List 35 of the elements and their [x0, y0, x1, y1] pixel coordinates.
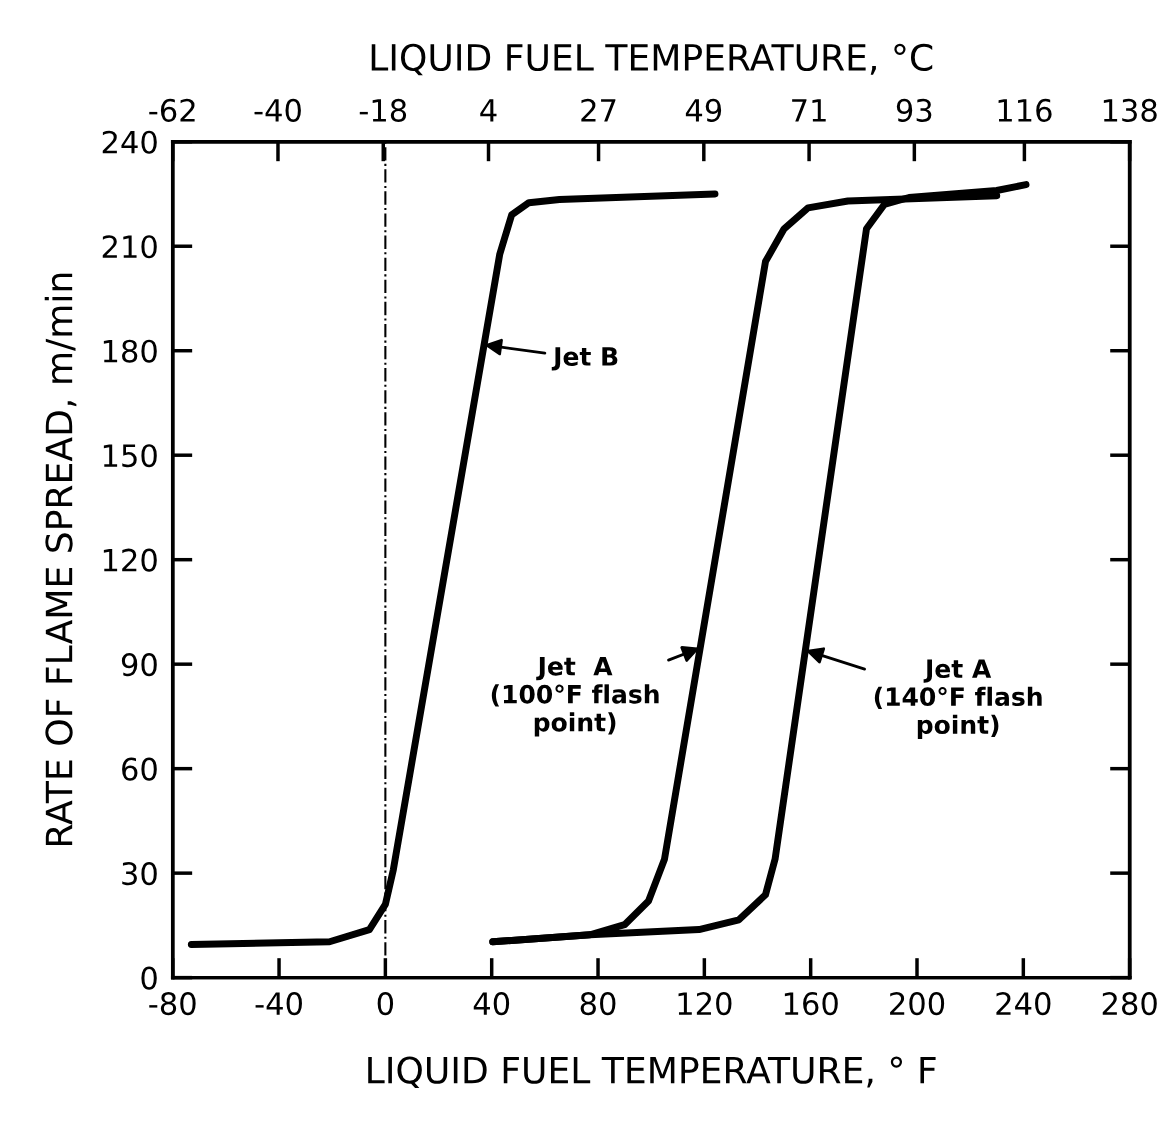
x-tick-label: 160 [784, 992, 838, 1016]
y-axis-title: RATE OF FLAME SPREAD, m/min [44, 273, 77, 846]
x-tick-label: -40 [255, 992, 302, 1016]
chart-title: LIQUID FUEL TEMPERATURE, °C [371, 43, 933, 76]
y-tick-label: 120 [103, 548, 157, 572]
x-tick-label: -80 [149, 992, 196, 1016]
x-tick-label: 120 [678, 992, 732, 1016]
annotation: Jet A (100°F flash point) [491, 657, 659, 737]
x2-tick-label: 116 [998, 98, 1052, 122]
x-tick-label: 40 [473, 992, 510, 1016]
x-tick-label: 0 [377, 992, 394, 1016]
x-tick-label: 80 [580, 992, 616, 1016]
y-tick-label: 210 [102, 235, 157, 259]
x-tick-label: 280 [1102, 992, 1157, 1016]
annotation: Jet A (140°F flash point) [874, 659, 1042, 739]
x2-tick-label: -40 [254, 98, 301, 122]
x2-tick-label: 49 [685, 98, 722, 122]
x2-tick-label: 27 [581, 98, 616, 122]
annotation: Jet B [551, 347, 618, 371]
x2-tick-label: -62 [149, 98, 195, 122]
x-tick-label: 240 [996, 992, 1051, 1016]
y-tick-label: 150 [103, 444, 157, 468]
x2-tick-label: 71 [792, 99, 826, 122]
x-tick-label: 200 [890, 992, 945, 1016]
y-tick-label: 180 [103, 339, 157, 363]
x-axis-title: LIQUID FUEL TEMPERATURE, ° F [368, 1056, 936, 1088]
y-tick-label: 90 [121, 653, 157, 677]
y-tick-label: 240 [102, 130, 157, 154]
x2-tick-label: 93 [896, 98, 932, 122]
y-tick-label: 0 [141, 966, 157, 990]
x2-tick-label: 4 [480, 99, 497, 122]
y-tick-label: 30 [122, 862, 157, 886]
y-tick-label: 60 [122, 757, 157, 781]
x2-tick-label: -18 [359, 98, 407, 122]
x2-tick-label: 138 [1103, 98, 1157, 122]
